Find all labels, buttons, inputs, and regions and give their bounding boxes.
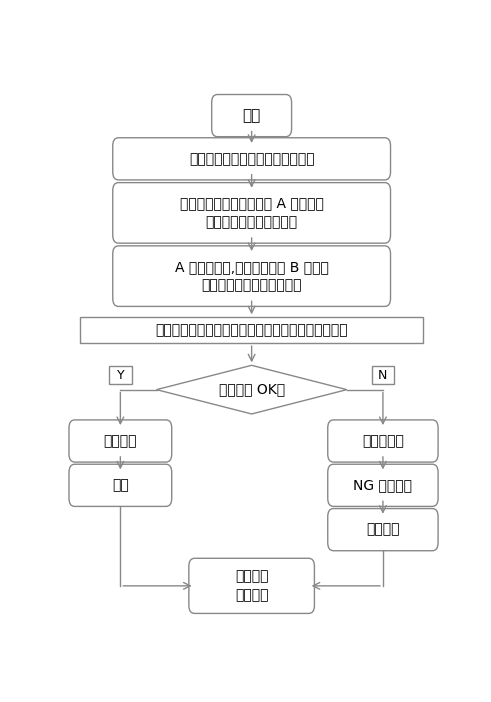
Text: 扫码枪扫描条码，将门板放入工装: 扫码枪扫描条码，将门板放入工装 [189, 152, 314, 166]
FancyBboxPatch shape [328, 464, 438, 506]
Text: 检测不通过: 检测不通过 [362, 434, 404, 448]
Text: 检测结果 OK？: 检测结果 OK？ [218, 383, 285, 397]
Text: Y: Y [116, 369, 124, 382]
Text: A 面检测完毕,翻转工装检测 B 面（相
机采用不同曝光多次拍摄）: A 面检测完毕,翻转工装检测 B 面（相 机采用不同曝光多次拍摄） [175, 260, 328, 292]
Text: NG 产品报警: NG 产品报警 [354, 478, 412, 492]
Text: 取下产品: 取下产品 [366, 523, 400, 536]
FancyBboxPatch shape [212, 95, 292, 137]
FancyBboxPatch shape [113, 246, 390, 306]
Bar [81, 317, 423, 343]
Text: 检测通过: 检测通过 [104, 434, 137, 448]
FancyBboxPatch shape [113, 138, 390, 180]
FancyBboxPatch shape [69, 464, 172, 506]
FancyBboxPatch shape [328, 508, 438, 551]
Text: 开始: 开始 [243, 108, 261, 123]
Text: 按下开始按钮，相机检测 A 面（相机
采用不同曝光多次拍摄）: 按下开始按钮，相机检测 A 面（相机 采用不同曝光多次拍摄） [180, 197, 324, 229]
FancyBboxPatch shape [328, 420, 438, 462]
Polygon shape [157, 365, 347, 414]
Text: 一个产品
检测完毕: 一个产品 检测完毕 [235, 569, 269, 602]
Text: 将拍摄的图片传入视觉软件中处理分析，并得出结果: 将拍摄的图片传入视觉软件中处理分析，并得出结果 [155, 323, 348, 337]
Bar [372, 366, 394, 384]
FancyBboxPatch shape [113, 183, 390, 243]
Text: 流出: 流出 [112, 478, 129, 492]
FancyBboxPatch shape [189, 558, 314, 614]
FancyBboxPatch shape [69, 420, 172, 462]
Text: N: N [378, 369, 387, 382]
Bar [109, 366, 132, 384]
